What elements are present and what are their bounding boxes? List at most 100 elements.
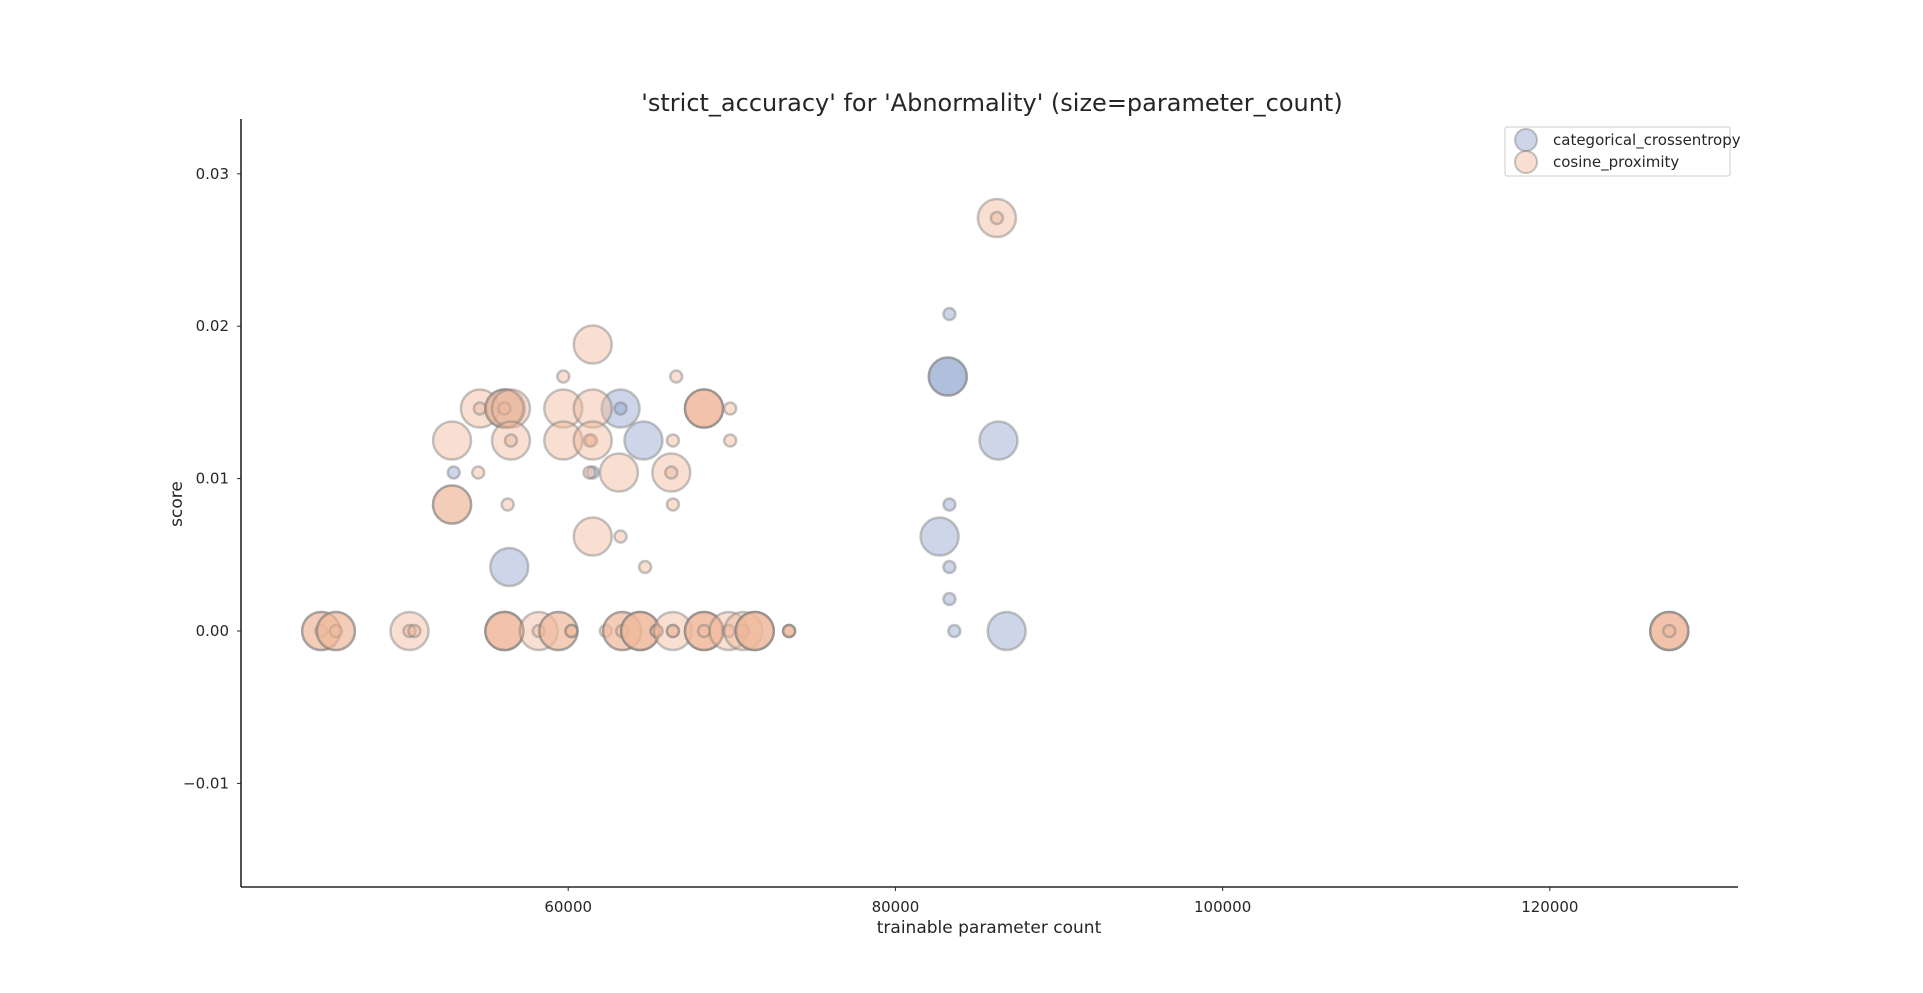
data-point-categorical-crossentropy: [942, 306, 957, 322]
data-point-cosine-proximity: [652, 610, 694, 652]
data-point-cosine-proximity: [598, 623, 614, 639]
data-point-cosine-proximity: [315, 610, 357, 652]
data-point-cosine-proximity: [389, 610, 430, 652]
data-point-cosine-proximity: [531, 623, 547, 639]
data-point-categorical-crossentropy: [600, 388, 641, 429]
y-tick-label: 0.01: [196, 470, 229, 488]
y-tick-label: 0.03: [196, 165, 229, 183]
data-point-categorical-crossentropy: [986, 610, 1027, 652]
data-point-cosine-proximity: [683, 610, 725, 652]
data-point-cosine-proximity: [300, 610, 342, 652]
data-point-cosine-proximity: [503, 433, 519, 448]
data-point-cosine-proximity: [572, 420, 614, 461]
x-tick-label: 80000: [872, 898, 920, 916]
data-point-cosine-proximity: [651, 452, 692, 493]
legend-box: [1504, 126, 1731, 177]
data-point-cosine-proximity: [598, 452, 640, 493]
data-point-cosine-proximity: [665, 433, 681, 448]
data-point-cosine-proximity: [665, 497, 681, 512]
data-point-cosine-proximity: [1649, 610, 1690, 652]
data-point-cosine-proximity: [723, 610, 764, 652]
data-point-cosine-proximity: [470, 465, 486, 480]
data-point-cosine-proximity: [564, 623, 579, 639]
data-point-categorical-crossentropy: [919, 516, 960, 557]
data-point-categorical-crossentropy: [623, 420, 664, 461]
data-point-cosine-proximity: [313, 623, 329, 639]
data-point-categorical-crossentropy: [446, 465, 461, 480]
data-point-cosine-proximity: [614, 623, 630, 639]
data-point-cosine-proximity: [683, 388, 725, 429]
data-point-cosine-proximity: [497, 401, 512, 416]
data-point-categorical-crossentropy: [942, 559, 957, 575]
data-point-cosine-proximity: [601, 610, 643, 652]
data-point-cosine-proximity: [665, 623, 681, 639]
data-point-categorical-crossentropy: [942, 497, 957, 512]
data-point-cosine-proximity: [484, 610, 525, 652]
x-tick-labels: 60000 80000 100000 120000: [544, 887, 1578, 916]
x-tick-label: 60000: [544, 898, 592, 916]
data-point-categorical-crossentropy: [585, 465, 601, 480]
data-point-cosine-proximity: [490, 388, 532, 429]
data-point-cosine-proximity: [696, 623, 712, 639]
data-point-cosine-proximity: [582, 433, 597, 448]
data-point-cosine-proximity: [683, 388, 725, 429]
data-point-cosine-proximity: [781, 623, 797, 639]
data-point-categorical-crossentropy: [489, 546, 530, 588]
data-point-cosine-proximity: [708, 610, 749, 652]
x-axis-label: trainable parameter count: [877, 918, 1102, 938]
data-point-cosine-proximity: [781, 623, 797, 639]
data-point-cosine-proximity: [459, 388, 501, 429]
legend: categorical_crossentropy cosine_proximit…: [1504, 126, 1741, 177]
data-point-cosine-proximity: [736, 623, 751, 639]
data-point-cosine-proximity: [572, 388, 614, 429]
data-point-cosine-proximity: [472, 401, 488, 416]
data-point-cosine-proximity: [572, 324, 614, 365]
x-tick-label: 100000: [1194, 898, 1251, 916]
data-point-cosine-proximity: [1649, 610, 1690, 652]
data-point-cosine-proximity: [431, 420, 473, 461]
data-point-cosine-proximity: [315, 610, 357, 652]
data-point-cosine-proximity: [619, 610, 661, 652]
data-point-cosine-proximity: [1662, 623, 1677, 639]
data-point-cosine-proximity: [668, 369, 684, 384]
data-point-cosine-proximity: [734, 610, 775, 652]
data-point-cosine-proximity: [734, 610, 775, 652]
data-point-cosine-proximity: [490, 420, 532, 461]
data-point-categorical-crossentropy: [978, 420, 1019, 461]
data-point-cosine-proximity: [518, 610, 560, 652]
data-point-categorical-crossentropy: [942, 591, 957, 607]
y-axis-label: score: [167, 481, 187, 527]
legend-label-cosine-proximity: cosine_proximity: [1553, 153, 1679, 172]
data-point-cosine-proximity: [583, 433, 599, 448]
data-point-cosine-proximity: [402, 623, 417, 639]
data-point-cosine-proximity: [328, 623, 344, 639]
data-point-cosine-proximity: [431, 484, 473, 525]
data-point-cosine-proximity: [1649, 610, 1690, 652]
data-point-cosine-proximity: [572, 516, 614, 557]
x-tick-label: 120000: [1521, 898, 1578, 916]
data-point-cosine-proximity: [734, 610, 775, 652]
data-point-cosine-proximity: [989, 210, 1005, 226]
y-tick-labels: −0.01 0.00 0.01 0.02 0.03: [183, 165, 241, 792]
data-point-cosine-proximity: [601, 610, 643, 652]
data-point-cosine-proximity: [649, 623, 664, 639]
data-point-cosine-proximity: [431, 484, 473, 525]
legend-marker-categorical-crossentropy: [1514, 128, 1538, 152]
data-point-cosine-proximity: [664, 465, 679, 480]
data-point-cosine-proximity: [556, 369, 571, 384]
data-point-cosine-proximity: [637, 559, 653, 575]
data-point-cosine-proximity: [300, 610, 342, 652]
data-point-cosine-proximity: [683, 388, 725, 429]
y-tick-label: 0.00: [196, 622, 229, 640]
points-layer: [300, 197, 1690, 652]
data-point-cosine-proximity: [538, 610, 579, 652]
data-point-cosine-proximity: [484, 610, 525, 652]
data-point-cosine-proximity: [484, 388, 525, 429]
data-point-cosine-proximity: [484, 610, 525, 652]
data-point-cosine-proximity: [582, 465, 597, 480]
data-point-cosine-proximity: [683, 610, 725, 652]
data-point-cosine-proximity: [976, 197, 1018, 239]
data-point-cosine-proximity: [649, 623, 664, 639]
data-point-cosine-proximity: [407, 623, 422, 639]
